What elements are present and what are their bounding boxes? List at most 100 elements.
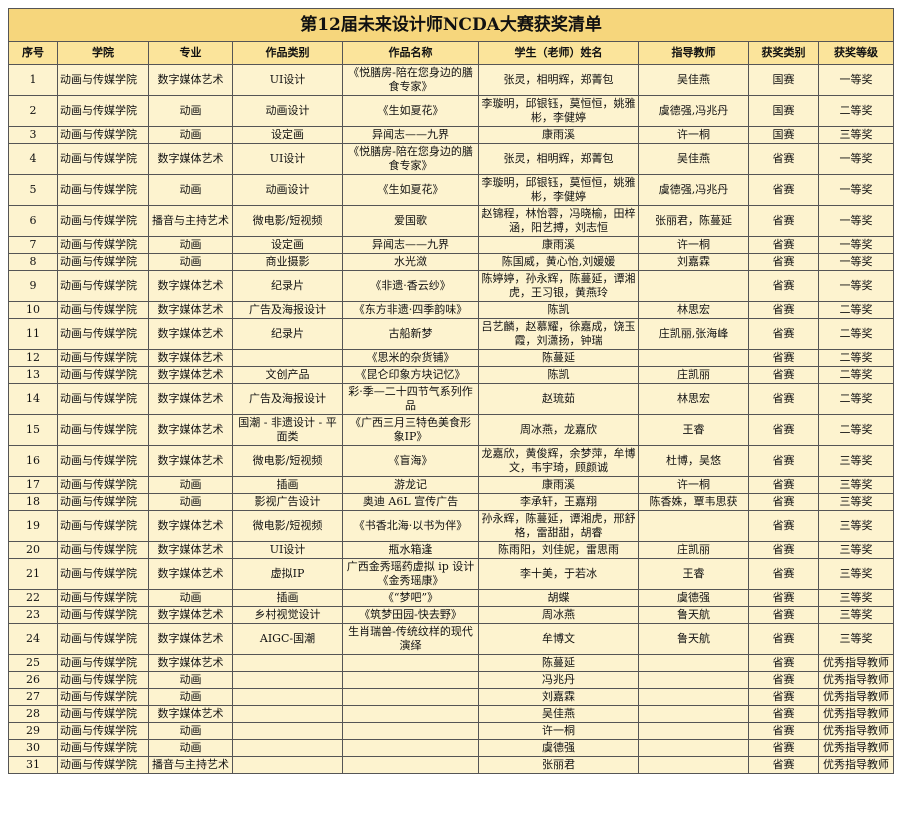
table-cell: 许一桐 xyxy=(638,236,749,254)
table-cell: 康雨溪 xyxy=(478,476,639,494)
table-cell xyxy=(342,722,479,740)
table-cell: 周冰燕 xyxy=(478,606,639,624)
table-cell: 一等奖 xyxy=(817,64,895,96)
table-cell: 微电影/短视频 xyxy=(232,205,343,237)
table-row: 8 动画与传媒学院 动画 商业摄影 水光潋 陈国威，黄心怡,刘媛媛 刘嘉霖 省赛 一等奖 xyxy=(8,253,895,271)
table-cell: 动画与传媒学院 xyxy=(57,510,149,542)
table-cell: 游龙记 xyxy=(342,476,479,494)
table-row: 7 动画与传媒学院 动画 设定画 异闻志——九界 康雨溪 许一桐 省赛 一等奖 xyxy=(8,236,895,254)
table-cell xyxy=(232,722,343,740)
table-cell: 康雨溪 xyxy=(478,126,639,144)
table-cell: 李璇明，邱银钰，莫恒恒，姚雅彬，李健婷 xyxy=(478,95,639,127)
table-row: 10 动画与传媒学院 数字媒体艺术 广告及海报设计 《东方非遗·四季韵味》 陈凯 林思宏 省赛… xyxy=(8,301,895,319)
table-cell: 31 xyxy=(8,756,58,774)
table-cell: 《思米的杂货铺》 xyxy=(342,349,479,367)
table-cell: 动画与传媒学院 xyxy=(57,756,149,774)
table-cell: 二等奖 xyxy=(817,366,895,384)
table-cell: 庄凯丽 xyxy=(638,541,749,559)
table-cell: 播音与主持艺术 xyxy=(148,205,233,237)
table-cell: 2 xyxy=(8,95,58,127)
table-cell: 鲁天航 xyxy=(638,606,749,624)
table-row: 1 动画与传媒学院 数字媒体艺术 UI设计 《悦膳房-陪在您身边的膳食专家》 张灵，相明辉… xyxy=(8,64,895,96)
table-row: 5 动画与传媒学院 动画 动画设计 《生如夏花》 李璇明，邱银钰，莫恒恒，姚雅彬，李健婷虞… xyxy=(8,174,895,206)
table-cell: 17 xyxy=(8,476,58,494)
column-header: 作品名称 xyxy=(342,41,479,65)
table-cell: 一等奖 xyxy=(817,205,895,237)
table-cell: 二等奖 xyxy=(817,301,895,319)
table-cell: 18 xyxy=(8,493,58,511)
table-cell: 动画与传媒学院 xyxy=(57,143,149,175)
table-cell: 张丽君，陈蔓延 xyxy=(638,205,749,237)
table-cell: 8 xyxy=(8,253,58,271)
table-cell: 微电影/短视频 xyxy=(232,510,343,542)
table-cell: 25 xyxy=(8,654,58,672)
table-cell: 吕艺麟，赵慕耀，徐嘉成，饶玉霞，刘潇扬，钟瑞 xyxy=(478,318,639,350)
table-cell xyxy=(232,654,343,672)
table-cell: 设定画 xyxy=(232,236,343,254)
table-cell: 《悦膳房-陪在您身边的膳食专家》 xyxy=(342,143,479,175)
table-cell: 数字媒体艺术 xyxy=(148,705,233,723)
column-header: 专业 xyxy=(148,41,233,65)
table-cell: 陈蔓延 xyxy=(478,654,639,672)
column-header: 指导教师 xyxy=(638,41,749,65)
table-cell: 赵琉茹 xyxy=(478,383,639,415)
table-cell: 省赛 xyxy=(748,476,819,494)
table-cell xyxy=(342,705,479,723)
table-cell: 23 xyxy=(8,606,58,624)
table-cell: 生肖瑞兽-传统纹样的现代演绎 xyxy=(342,623,479,655)
table-cell: 陈凯 xyxy=(478,366,639,384)
table-cell xyxy=(342,654,479,672)
table-cell: 数字媒体艺术 xyxy=(148,510,233,542)
table-cell: 三等奖 xyxy=(817,445,895,477)
table-cell: 省赛 xyxy=(748,688,819,706)
table-cell: 动画与传媒学院 xyxy=(57,558,149,590)
table-row: 28 动画与传媒学院 数字媒体艺术 吴佳燕 省赛 优秀指导教师 xyxy=(8,705,895,723)
table-cell: 15 xyxy=(8,414,58,446)
table-cell: 省赛 xyxy=(748,756,819,774)
table-cell: 张丽君 xyxy=(478,756,639,774)
table-cell: 省赛 xyxy=(748,253,819,271)
title: 第12届未来设计师NCDA大赛获奖清单 xyxy=(7,8,895,42)
table-cell: 动画与传媒学院 xyxy=(57,623,149,655)
table-cell: 三等奖 xyxy=(817,510,895,542)
table-cell: 6 xyxy=(8,205,58,237)
table-cell: 《生如夏花》 xyxy=(342,95,479,127)
table-cell: 杜博，吴悠 xyxy=(638,445,749,477)
table-cell xyxy=(638,739,749,757)
table-cell: 动画 xyxy=(148,671,233,689)
table-cell: 三等奖 xyxy=(817,558,895,590)
table-cell: 虚拟IP xyxy=(232,558,343,590)
table-cell: 动画与传媒学院 xyxy=(57,414,149,446)
table-cell: 数字媒体艺术 xyxy=(148,541,233,559)
table-cell xyxy=(638,671,749,689)
table-cell: 数字媒体艺术 xyxy=(148,445,233,477)
table-cell: 一等奖 xyxy=(817,253,895,271)
table-cell: 广告及海报设计 xyxy=(232,301,343,319)
table-cell: 《筑梦田园-快去野》 xyxy=(342,606,479,624)
table-cell: 省赛 xyxy=(748,623,819,655)
table-cell: 24 xyxy=(8,623,58,655)
table-cell: 陈雨阳，刘佳妮，雷思雨 xyxy=(478,541,639,559)
table-cell: 王睿 xyxy=(638,414,749,446)
table-cell xyxy=(638,688,749,706)
table-cell: 21 xyxy=(8,558,58,590)
table-cell: 许一桐 xyxy=(638,126,749,144)
table-cell: AIGC-国潮 xyxy=(232,623,343,655)
table-cell: 国赛 xyxy=(748,126,819,144)
table-row: 2 动画与传媒学院 动画 动画设计 《生如夏花》 李璇明，邱银钰，莫恒恒，姚雅彬，李健婷虞… xyxy=(8,95,895,127)
table-cell: 国潮 - 非遗设计 - 平面类 xyxy=(232,414,343,446)
table-cell: 11 xyxy=(8,318,58,350)
table-cell: 动画 xyxy=(148,589,233,607)
table-cell: 数字媒体艺术 xyxy=(148,318,233,350)
table-cell: 动画与传媒学院 xyxy=(57,349,149,367)
table-cell xyxy=(232,756,343,774)
column-header: 获奖等级 xyxy=(817,41,895,65)
table-cell: 省赛 xyxy=(748,445,819,477)
table-cell: 康雨溪 xyxy=(478,236,639,254)
table-cell: 省赛 xyxy=(748,705,819,723)
table-cell: 陈香姝，覃韦思获 xyxy=(638,493,749,511)
table-body: 1 动画与传媒学院 数字媒体艺术 UI设计 《悦膳房-陪在您身边的膳食专家》 张灵，相明辉… xyxy=(8,64,895,774)
table-cell: 影视广告设计 xyxy=(232,493,343,511)
table-cell: 省赛 xyxy=(748,671,819,689)
table-cell: 数字媒体艺术 xyxy=(148,383,233,415)
